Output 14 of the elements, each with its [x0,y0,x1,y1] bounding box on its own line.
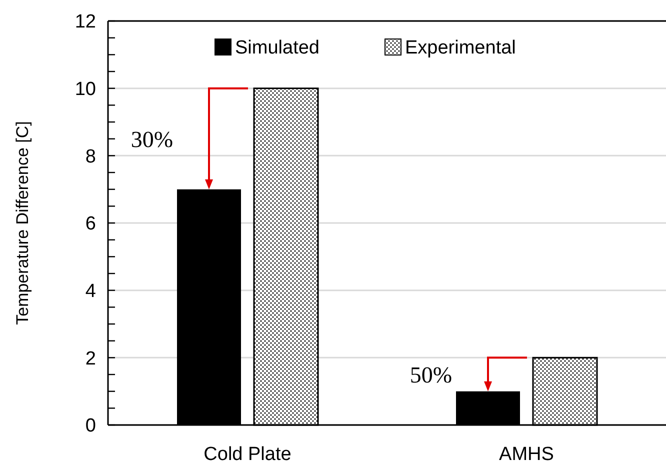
y-tick-label: 0 [85,416,96,437]
x-tick-label: Cold Plate [204,444,292,465]
x-tick-label: AMHS [499,444,554,465]
annotation: 30% [130,126,173,152]
y-tick-label: 12 [74,12,96,33]
annotation: 50% [410,362,452,388]
legend-label: Simulated [235,38,320,59]
y-tick-label: 2 [85,348,96,370]
y-tick-label: 10 [74,78,96,100]
y-tick-label: 4 [85,280,96,302]
y-tick-label: 8 [85,146,96,168]
legend-label: Experimental [405,38,516,59]
y-axis-title: Temperature Difference [C] [13,121,32,325]
y-tick-label: 6 [85,214,96,235]
